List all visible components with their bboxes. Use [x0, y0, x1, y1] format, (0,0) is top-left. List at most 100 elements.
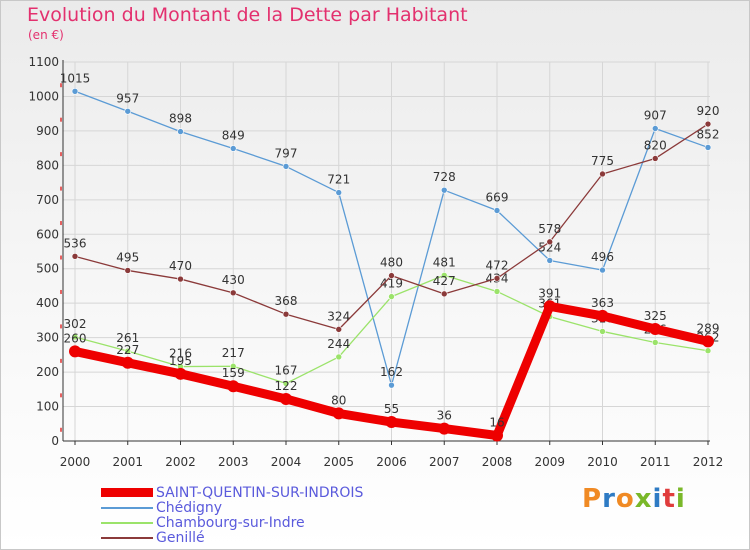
legend-label: Chédigny — [156, 499, 223, 516]
data-point — [282, 380, 290, 387]
data-point — [71, 333, 79, 341]
data-label: 122 — [275, 379, 298, 393]
legend-label: SAINT-QUENTIN-SUR-INDROIS — [156, 484, 364, 501]
data-label: 481 — [433, 255, 456, 269]
data-point — [651, 125, 659, 132]
data-point — [702, 335, 714, 348]
data-label: 578 — [538, 222, 561, 236]
data-label: 324 — [327, 309, 350, 323]
data-point — [599, 170, 606, 178]
data-label: 227 — [116, 343, 139, 357]
y-tick-label: 0 — [51, 434, 59, 448]
data-label: 80 — [331, 393, 346, 407]
data-label: 728 — [433, 170, 456, 184]
data-label: 195 — [169, 354, 192, 368]
data-label: 920 — [697, 104, 720, 118]
data-label: 419 — [380, 277, 403, 291]
logo-letter: t — [662, 484, 676, 514]
data-point — [177, 275, 184, 283]
data-point — [388, 293, 395, 300]
data-label: 244 — [327, 337, 350, 351]
legend-item-chambourg[interactable]: Chambourg-sur-Indre — [101, 514, 363, 531]
data-point — [543, 300, 556, 313]
legend-swatch — [101, 521, 153, 524]
data-point — [546, 257, 554, 264]
data-point — [440, 290, 448, 298]
legend-swatch — [101, 506, 153, 509]
data-label: 957 — [116, 91, 139, 105]
data-label: 289 — [697, 321, 720, 335]
logo-letter: i — [675, 484, 686, 514]
data-point — [493, 275, 501, 282]
data-point — [385, 416, 398, 429]
data-point — [440, 271, 448, 279]
data-point — [177, 128, 184, 135]
data-point — [332, 407, 345, 420]
y-tick-label: 1100 — [28, 55, 59, 69]
data-point — [174, 367, 187, 380]
data-label: 1015 — [60, 71, 91, 85]
data-point — [335, 353, 343, 361]
data-point — [704, 120, 712, 128]
legend-item-chedigny[interactable]: Chédigny — [101, 499, 363, 516]
data-label: 495 — [116, 250, 139, 264]
legend-item-saint-quentin[interactable]: SAINT-QUENTIN-SUR-INDROIS — [101, 484, 364, 501]
data-point — [282, 163, 290, 170]
data-label: 159 — [222, 366, 245, 380]
data-point — [440, 186, 448, 194]
x-tick-label: 2011 — [640, 455, 671, 469]
proxiti-logo[interactable]: Proxiti — [582, 484, 686, 514]
data-label: 472 — [486, 258, 509, 272]
data-label: 524 — [538, 240, 561, 254]
y-tick-label: 400 — [36, 296, 59, 310]
y-tick-label: 500 — [36, 262, 59, 276]
data-point — [71, 253, 79, 260]
data-point — [280, 392, 292, 405]
data-point — [651, 339, 659, 346]
data-label: 260 — [64, 331, 87, 345]
legend-swatch — [101, 488, 153, 497]
data-label: 852 — [697, 127, 720, 141]
legend-swatch — [101, 536, 153, 539]
x-tick-label: 2009 — [534, 455, 565, 469]
data-label: 55 — [384, 402, 399, 416]
data-label: 775 — [591, 154, 614, 168]
data-point — [651, 155, 659, 162]
data-point — [599, 328, 606, 335]
logo-letter: o — [615, 484, 635, 514]
data-point — [69, 345, 81, 358]
data-label: 162 — [380, 365, 403, 379]
data-label: 363 — [591, 296, 614, 310]
data-label: 217 — [222, 346, 245, 360]
data-label: 898 — [169, 112, 192, 126]
data-point — [124, 347, 132, 355]
data-point — [493, 288, 501, 295]
data-point — [227, 380, 240, 393]
data-label: 669 — [486, 190, 509, 204]
data-point — [546, 238, 554, 246]
y-tick-label: 600 — [36, 227, 59, 241]
data-label: 721 — [327, 173, 350, 187]
data-point — [493, 207, 501, 214]
data-label: 36 — [437, 409, 452, 423]
legend-label: Chambourg-sur-Indre — [156, 514, 305, 531]
data-point — [599, 266, 606, 274]
data-point — [335, 326, 343, 333]
data-label: 16 — [489, 415, 504, 429]
data-label: 430 — [222, 273, 245, 287]
data-point — [704, 144, 712, 151]
logo-letter: r — [602, 484, 616, 514]
data-point — [229, 362, 237, 370]
x-tick-label: 2000 — [60, 455, 91, 469]
data-label: 496 — [591, 250, 614, 264]
data-point — [491, 429, 503, 442]
data-label: 391 — [538, 286, 561, 300]
legend-item-genille[interactable]: Genillé — [101, 530, 363, 546]
data-point — [596, 309, 609, 322]
y-tick-label: 1000 — [28, 89, 59, 103]
data-point — [229, 289, 237, 297]
data-label: 216 — [169, 347, 192, 361]
x-tick-label: 2007 — [429, 455, 460, 469]
data-label: 820 — [644, 138, 667, 152]
